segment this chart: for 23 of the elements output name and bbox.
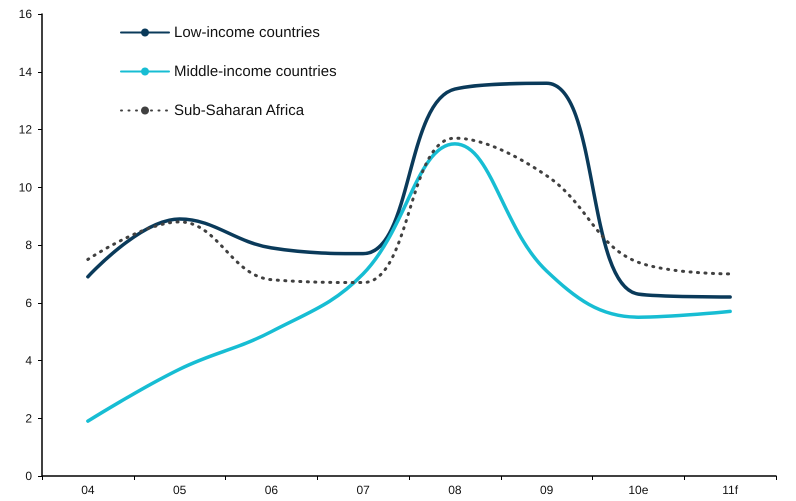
legend-label: Low-income countries — [174, 24, 320, 41]
line-series — [86, 142, 732, 423]
y-tick-label: 12 — [18, 122, 32, 136]
x-tick-label: 05 — [172, 483, 187, 497]
y-tick-label: 14 — [18, 64, 32, 79]
line-series — [86, 136, 732, 284]
x-tick-label: 07 — [356, 483, 370, 497]
x-tick-label: 10e — [628, 483, 649, 497]
x-tick-label: 08 — [448, 483, 462, 497]
y-tick-label: 16 — [18, 7, 32, 21]
legend-label: Middle-income countries — [174, 63, 337, 80]
x-tick-label: 04 — [81, 483, 95, 497]
y-tick-label: 0 — [25, 469, 32, 483]
y-tick-label: 8 — [25, 238, 32, 252]
y-tick-label: 2 — [25, 411, 32, 426]
y-tick-label: 6 — [25, 296, 32, 310]
y-tick-label: 10 — [18, 180, 32, 194]
x-tick-label: 09 — [540, 483, 554, 497]
x-tick-label: 11f — [722, 483, 739, 497]
x-tick-label: 06 — [264, 483, 278, 497]
line-series — [86, 82, 732, 299]
legend-label: Sub-Saharan Africa — [174, 102, 305, 119]
y-tick-label: 4 — [25, 354, 32, 368]
